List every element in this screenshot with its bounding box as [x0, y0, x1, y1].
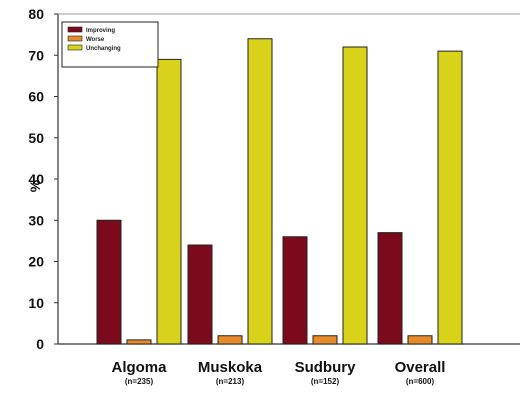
category-sublabel: (n=235) — [125, 377, 154, 386]
y-tick-label: 80 — [28, 6, 44, 22]
bar-improving-algoma — [96, 219, 122, 345]
y-tick-label: 20 — [28, 254, 44, 270]
legend-swatch-unchanging — [67, 44, 83, 51]
y-axis-label: % — [27, 179, 43, 192]
category-sublabel: (n=152) — [311, 377, 340, 386]
chart-legend: Improving Worse Unchanging — [61, 21, 159, 68]
bar-improving-sudbury — [282, 236, 308, 345]
bar-worse-muskoka — [217, 335, 243, 345]
y-axis-ticks: 0 10 20 30 40 50 60 70 80 — [28, 6, 58, 352]
bar-unchanging-algoma — [156, 58, 182, 345]
category-label: Sudbury — [295, 359, 356, 376]
bar-improving-muskoka — [187, 244, 213, 345]
legend-label-worse: Worse — [86, 37, 105, 43]
x-axis-categories: Algoma(n=235) Muskoka(n=213) Sudbury(n=152… — [111, 359, 445, 386]
y-tick-label: 60 — [28, 89, 44, 105]
y-tick-label: 70 — [28, 47, 44, 63]
category-label: Muskoka — [198, 359, 263, 376]
chart-bars — [96, 38, 463, 345]
bar-improving-overall — [377, 232, 403, 345]
bar-unchanging-muskoka — [247, 38, 273, 345]
category-label: Overall — [395, 359, 446, 376]
category-sublabel: (n=600) — [406, 377, 435, 386]
category-label: Algoma — [111, 359, 167, 376]
bar-worse-sudbury — [312, 335, 338, 345]
y-tick-label: 0 — [36, 336, 44, 352]
y-tick-label: 10 — [28, 295, 44, 311]
bar-unchanging-sudbury — [342, 46, 368, 345]
y-tick-label: 50 — [28, 130, 44, 146]
y-tick-label: 40 — [28, 171, 44, 187]
legend-label-unchanging: Unchanging — [86, 46, 121, 52]
bar-worse-overall — [407, 335, 433, 345]
bar-unchanging-overall — [437, 50, 463, 345]
legend-label-improving: Improving — [86, 28, 115, 34]
category-sublabel: (n=213) — [216, 377, 245, 386]
y-tick-label: 30 — [28, 212, 44, 228]
legend-swatch-worse — [67, 35, 83, 42]
bar-worse-algoma — [126, 339, 152, 345]
legend-swatch-improving — [67, 26, 83, 33]
